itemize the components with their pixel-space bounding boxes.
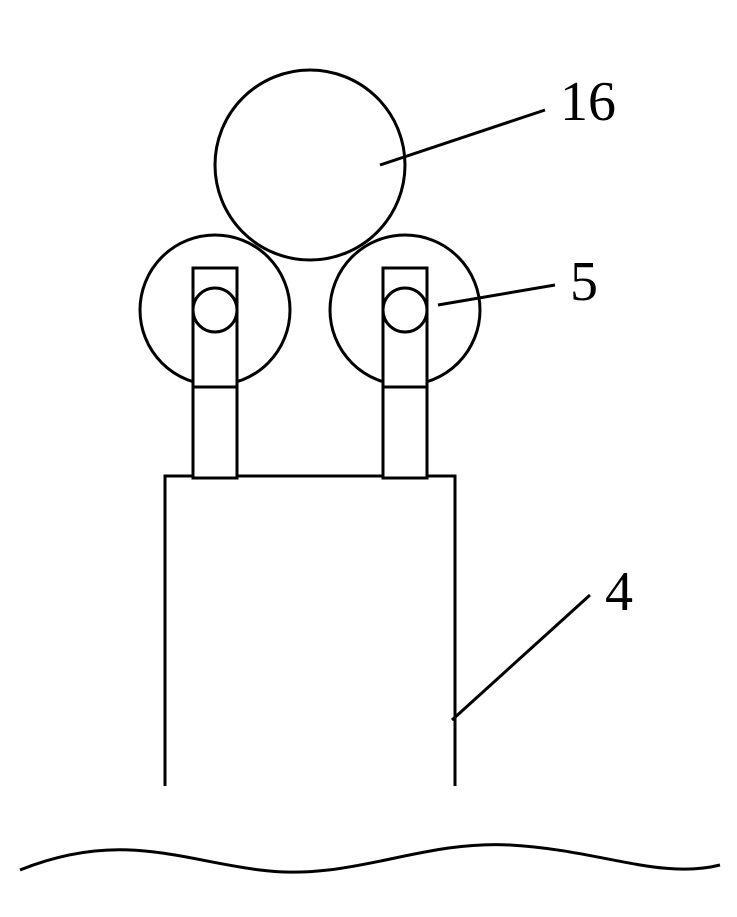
top-circle <box>215 70 405 260</box>
right-wheel-hub <box>383 288 427 332</box>
leader-line-4 <box>452 595 590 720</box>
base-curve <box>20 845 720 873</box>
leader-line-16 <box>380 110 545 165</box>
body-rect <box>165 476 455 786</box>
label-5: 5 <box>570 251 598 313</box>
label-4: 4 <box>605 561 633 623</box>
label-16: 16 <box>560 71 616 133</box>
leader-line-5 <box>438 285 555 305</box>
left-wheel-hub <box>193 288 237 332</box>
mechanical-diagram: 16 5 4 <box>0 0 737 917</box>
